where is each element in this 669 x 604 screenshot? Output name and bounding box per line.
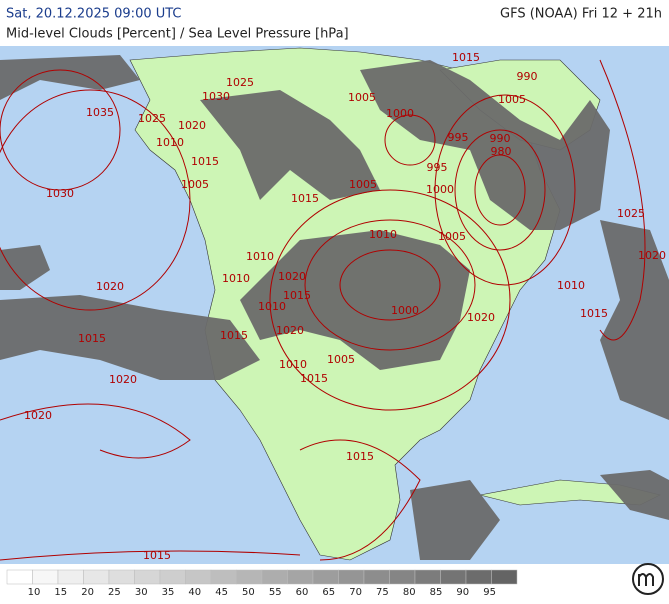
legend-swatch — [414, 569, 441, 585]
isobar-label: 1020 — [24, 409, 52, 422]
legend-label: 65 — [322, 587, 335, 598]
legend-swatch — [83, 569, 110, 585]
legend-swatch — [389, 569, 416, 585]
isobar-label: 1000 — [391, 304, 419, 317]
isobar-label: 1015 — [78, 332, 106, 345]
legend-swatch — [185, 569, 212, 585]
isobar-label: 1010 — [222, 272, 250, 285]
isobar-label: 1010 — [557, 279, 585, 292]
isobar-label: 1015 — [191, 155, 219, 168]
legend-label: 30 — [135, 587, 148, 598]
legend-swatch — [6, 569, 33, 585]
isobar-label: 1025 — [617, 207, 645, 220]
legend-swatch — [108, 569, 135, 585]
isobar-label: 1020 — [278, 270, 306, 283]
isobar-label: 1010 — [156, 136, 184, 149]
isobar-label: 1005 — [181, 178, 209, 191]
isobar-label: 1030 — [202, 90, 230, 103]
isobar-label: 1020 — [276, 324, 304, 337]
isobar-label: 1005 — [349, 178, 377, 191]
isobar-label: 1025 — [226, 76, 254, 89]
legend-label: 25 — [108, 587, 121, 598]
legend-swatch — [134, 569, 161, 585]
legend-swatch — [236, 569, 263, 585]
isobar-label: 1015 — [283, 289, 311, 302]
legend-swatch — [57, 569, 84, 585]
isobar-label: 1020 — [96, 280, 124, 293]
isobar-label: 1030 — [46, 187, 74, 200]
legend-label: 85 — [430, 587, 443, 598]
legend: 10 15 20 25 30 35 40 45 50 55 60 65 70 75 80 85 90 95 — [6, 569, 518, 598]
legend-swatch — [32, 569, 59, 585]
isobar-label: 1015 — [452, 51, 480, 64]
isobar-label: 1015 — [291, 192, 319, 205]
isobar-label: 1020 — [109, 373, 137, 386]
legend-swatch — [261, 569, 288, 585]
isobar-label: 1010 — [246, 250, 274, 263]
legend-label: 90 — [456, 587, 469, 598]
legend-label: 15 — [54, 587, 67, 598]
legend-swatch — [312, 569, 339, 585]
isobar-label: 1010 — [258, 300, 286, 313]
legend-swatch — [338, 569, 365, 585]
legend-swatch — [159, 569, 186, 585]
legend-label: 75 — [376, 587, 389, 598]
isobar-label: 1015 — [220, 329, 248, 342]
isobar-label: 1020 — [467, 311, 495, 324]
legend-label: 20 — [81, 587, 94, 598]
isobar-label: 1005 — [327, 353, 355, 366]
map: 1035 1025 1030 1025 1020 1010 1015 1005 … — [0, 46, 669, 564]
subtitle: Mid-level Clouds [Percent] / Sea Level P… — [6, 27, 349, 42]
clouds — [0, 55, 669, 560]
isobar-label: 1025 — [138, 112, 166, 125]
legend-label: 70 — [349, 587, 362, 598]
isobar-label: 1015 — [143, 549, 171, 562]
isobar-label: 1000 — [426, 183, 454, 196]
isobar-label: 1020 — [638, 249, 666, 262]
isobar-label: 980 — [491, 145, 512, 158]
legend-swatch — [210, 569, 237, 585]
legend-swatch — [440, 569, 467, 585]
isobar-label: 1000 — [386, 107, 414, 120]
legend-label: 55 — [269, 587, 282, 598]
legend-swatch — [287, 569, 314, 585]
isobar-label: 1005 — [348, 91, 376, 104]
legend-label: 80 — [403, 587, 416, 598]
isobar-label: 1005 — [438, 230, 466, 243]
legend-label: 10 — [28, 587, 41, 598]
isobar-label: 1015 — [580, 307, 608, 320]
legend-swatch — [491, 569, 518, 585]
legend-label: 45 — [215, 587, 228, 598]
isobar-label: 1035 — [86, 106, 114, 119]
legend-label: 40 — [188, 587, 201, 598]
isobar-label: 990 — [517, 70, 538, 83]
legend-label: 50 — [242, 587, 255, 598]
datetime: Sat, 20.12.2025 09:00 UTC — [6, 7, 182, 22]
isobars — [0, 59, 646, 561]
isobar-label: 995 — [448, 131, 469, 144]
isobar-label: 990 — [490, 132, 511, 145]
isobar-label: 1010 — [369, 228, 397, 241]
isobar-label: 995 — [427, 161, 448, 174]
model-run: GFS (NOAA) Fri 12 + 21h — [500, 7, 662, 22]
legend-swatch — [363, 569, 390, 585]
legend-label: 35 — [162, 587, 175, 598]
legend-label: 95 — [483, 587, 496, 598]
legend-label: 60 — [296, 587, 309, 598]
legend-swatch — [465, 569, 492, 585]
isobar-labels: 1035 1025 1030 1025 1020 1010 1015 1005 … — [24, 51, 666, 562]
isobar-label: 1010 — [279, 358, 307, 371]
isobar-label: 1020 — [178, 119, 206, 132]
isobar-label: 1015 — [346, 450, 374, 463]
isobar-label: 1005 — [498, 93, 526, 106]
isobar-label: 1015 — [300, 372, 328, 385]
logo — [632, 563, 664, 595]
